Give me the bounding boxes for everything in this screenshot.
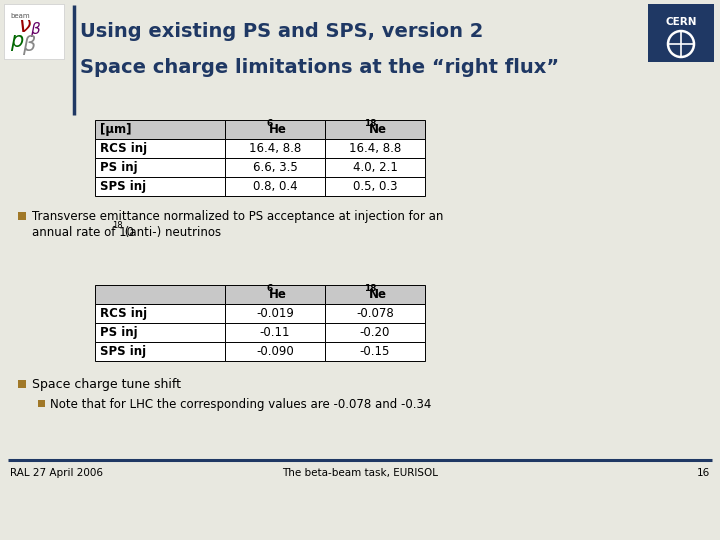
Text: PS inj: PS inj xyxy=(100,161,138,174)
Text: -0.20: -0.20 xyxy=(360,326,390,339)
Text: 4.0, 2.1: 4.0, 2.1 xyxy=(353,161,397,174)
Bar xyxy=(18,212,26,220)
Text: -0.078: -0.078 xyxy=(356,307,394,320)
Text: PS inj: PS inj xyxy=(100,326,138,339)
Text: Ne: Ne xyxy=(369,123,387,136)
Bar xyxy=(325,177,425,196)
Text: -0.090: -0.090 xyxy=(256,345,294,358)
Text: Note that for LHC the corresponding values are -0.078 and -0.34: Note that for LHC the corresponding valu… xyxy=(50,398,431,411)
Bar xyxy=(325,120,425,139)
Bar xyxy=(225,139,325,158)
Bar xyxy=(95,158,225,177)
Text: CERN: CERN xyxy=(665,17,697,27)
Bar xyxy=(325,323,425,342)
Text: Space charge tune shift: Space charge tune shift xyxy=(32,378,181,391)
Bar xyxy=(225,177,325,196)
Text: Using existing PS and SPS, version 2: Using existing PS and SPS, version 2 xyxy=(80,22,483,41)
Bar xyxy=(95,120,225,139)
Text: SPS inj: SPS inj xyxy=(100,345,146,358)
Text: 16.4, 8.8: 16.4, 8.8 xyxy=(349,142,401,155)
Text: The beta-beam task, EURISOL: The beta-beam task, EURISOL xyxy=(282,468,438,478)
Bar xyxy=(225,342,325,361)
Bar xyxy=(4,4,64,59)
Bar xyxy=(95,139,225,158)
Bar xyxy=(648,4,714,62)
Bar xyxy=(18,380,26,388)
Text: 6: 6 xyxy=(267,284,273,293)
Text: 16.4, 8.8: 16.4, 8.8 xyxy=(249,142,301,155)
Bar xyxy=(225,285,325,304)
Bar xyxy=(325,139,425,158)
Text: -0.15: -0.15 xyxy=(360,345,390,358)
Bar xyxy=(325,304,425,323)
Text: 18: 18 xyxy=(364,284,377,293)
Text: 6: 6 xyxy=(267,119,273,128)
Text: RCS inj: RCS inj xyxy=(100,307,147,320)
Bar xyxy=(95,285,225,304)
Text: $\beta$: $\beta$ xyxy=(22,33,37,57)
Bar xyxy=(325,285,425,304)
Bar xyxy=(225,323,325,342)
Text: (anti-) neutrinos: (anti-) neutrinos xyxy=(121,226,221,239)
Text: $p$: $p$ xyxy=(10,33,24,53)
Bar xyxy=(325,158,425,177)
Text: 0.8, 0.4: 0.8, 0.4 xyxy=(253,180,297,193)
Bar xyxy=(225,120,325,139)
Text: SPS inj: SPS inj xyxy=(100,180,146,193)
Bar xyxy=(225,304,325,323)
Text: 18: 18 xyxy=(112,221,122,230)
Text: RCS inj: RCS inj xyxy=(100,142,147,155)
Bar xyxy=(325,342,425,361)
Text: -0.11: -0.11 xyxy=(260,326,290,339)
Text: Space charge limitations at the “right flux”: Space charge limitations at the “right f… xyxy=(80,58,559,77)
Text: -0.019: -0.019 xyxy=(256,307,294,320)
Text: 18: 18 xyxy=(364,119,377,128)
Text: $\nu$: $\nu$ xyxy=(18,16,32,36)
Bar xyxy=(38,400,45,407)
Text: beam: beam xyxy=(10,13,30,19)
Text: [μm]: [μm] xyxy=(100,123,132,136)
Text: 0.5, 0.3: 0.5, 0.3 xyxy=(353,180,397,193)
Text: He: He xyxy=(269,288,287,301)
Bar xyxy=(95,323,225,342)
Text: Ne: Ne xyxy=(369,288,387,301)
Text: RAL 27 April 2006: RAL 27 April 2006 xyxy=(10,468,103,478)
Bar xyxy=(95,342,225,361)
Text: Transverse emittance normalized to PS acceptance at injection for an: Transverse emittance normalized to PS ac… xyxy=(32,210,444,223)
Bar xyxy=(95,177,225,196)
Bar xyxy=(95,304,225,323)
Text: annual rate of 10: annual rate of 10 xyxy=(32,226,134,239)
Text: 6.6, 3.5: 6.6, 3.5 xyxy=(253,161,297,174)
Text: 16: 16 xyxy=(697,468,710,478)
Text: He: He xyxy=(269,123,287,136)
Bar xyxy=(225,158,325,177)
Text: $\beta$: $\beta$ xyxy=(30,20,41,39)
